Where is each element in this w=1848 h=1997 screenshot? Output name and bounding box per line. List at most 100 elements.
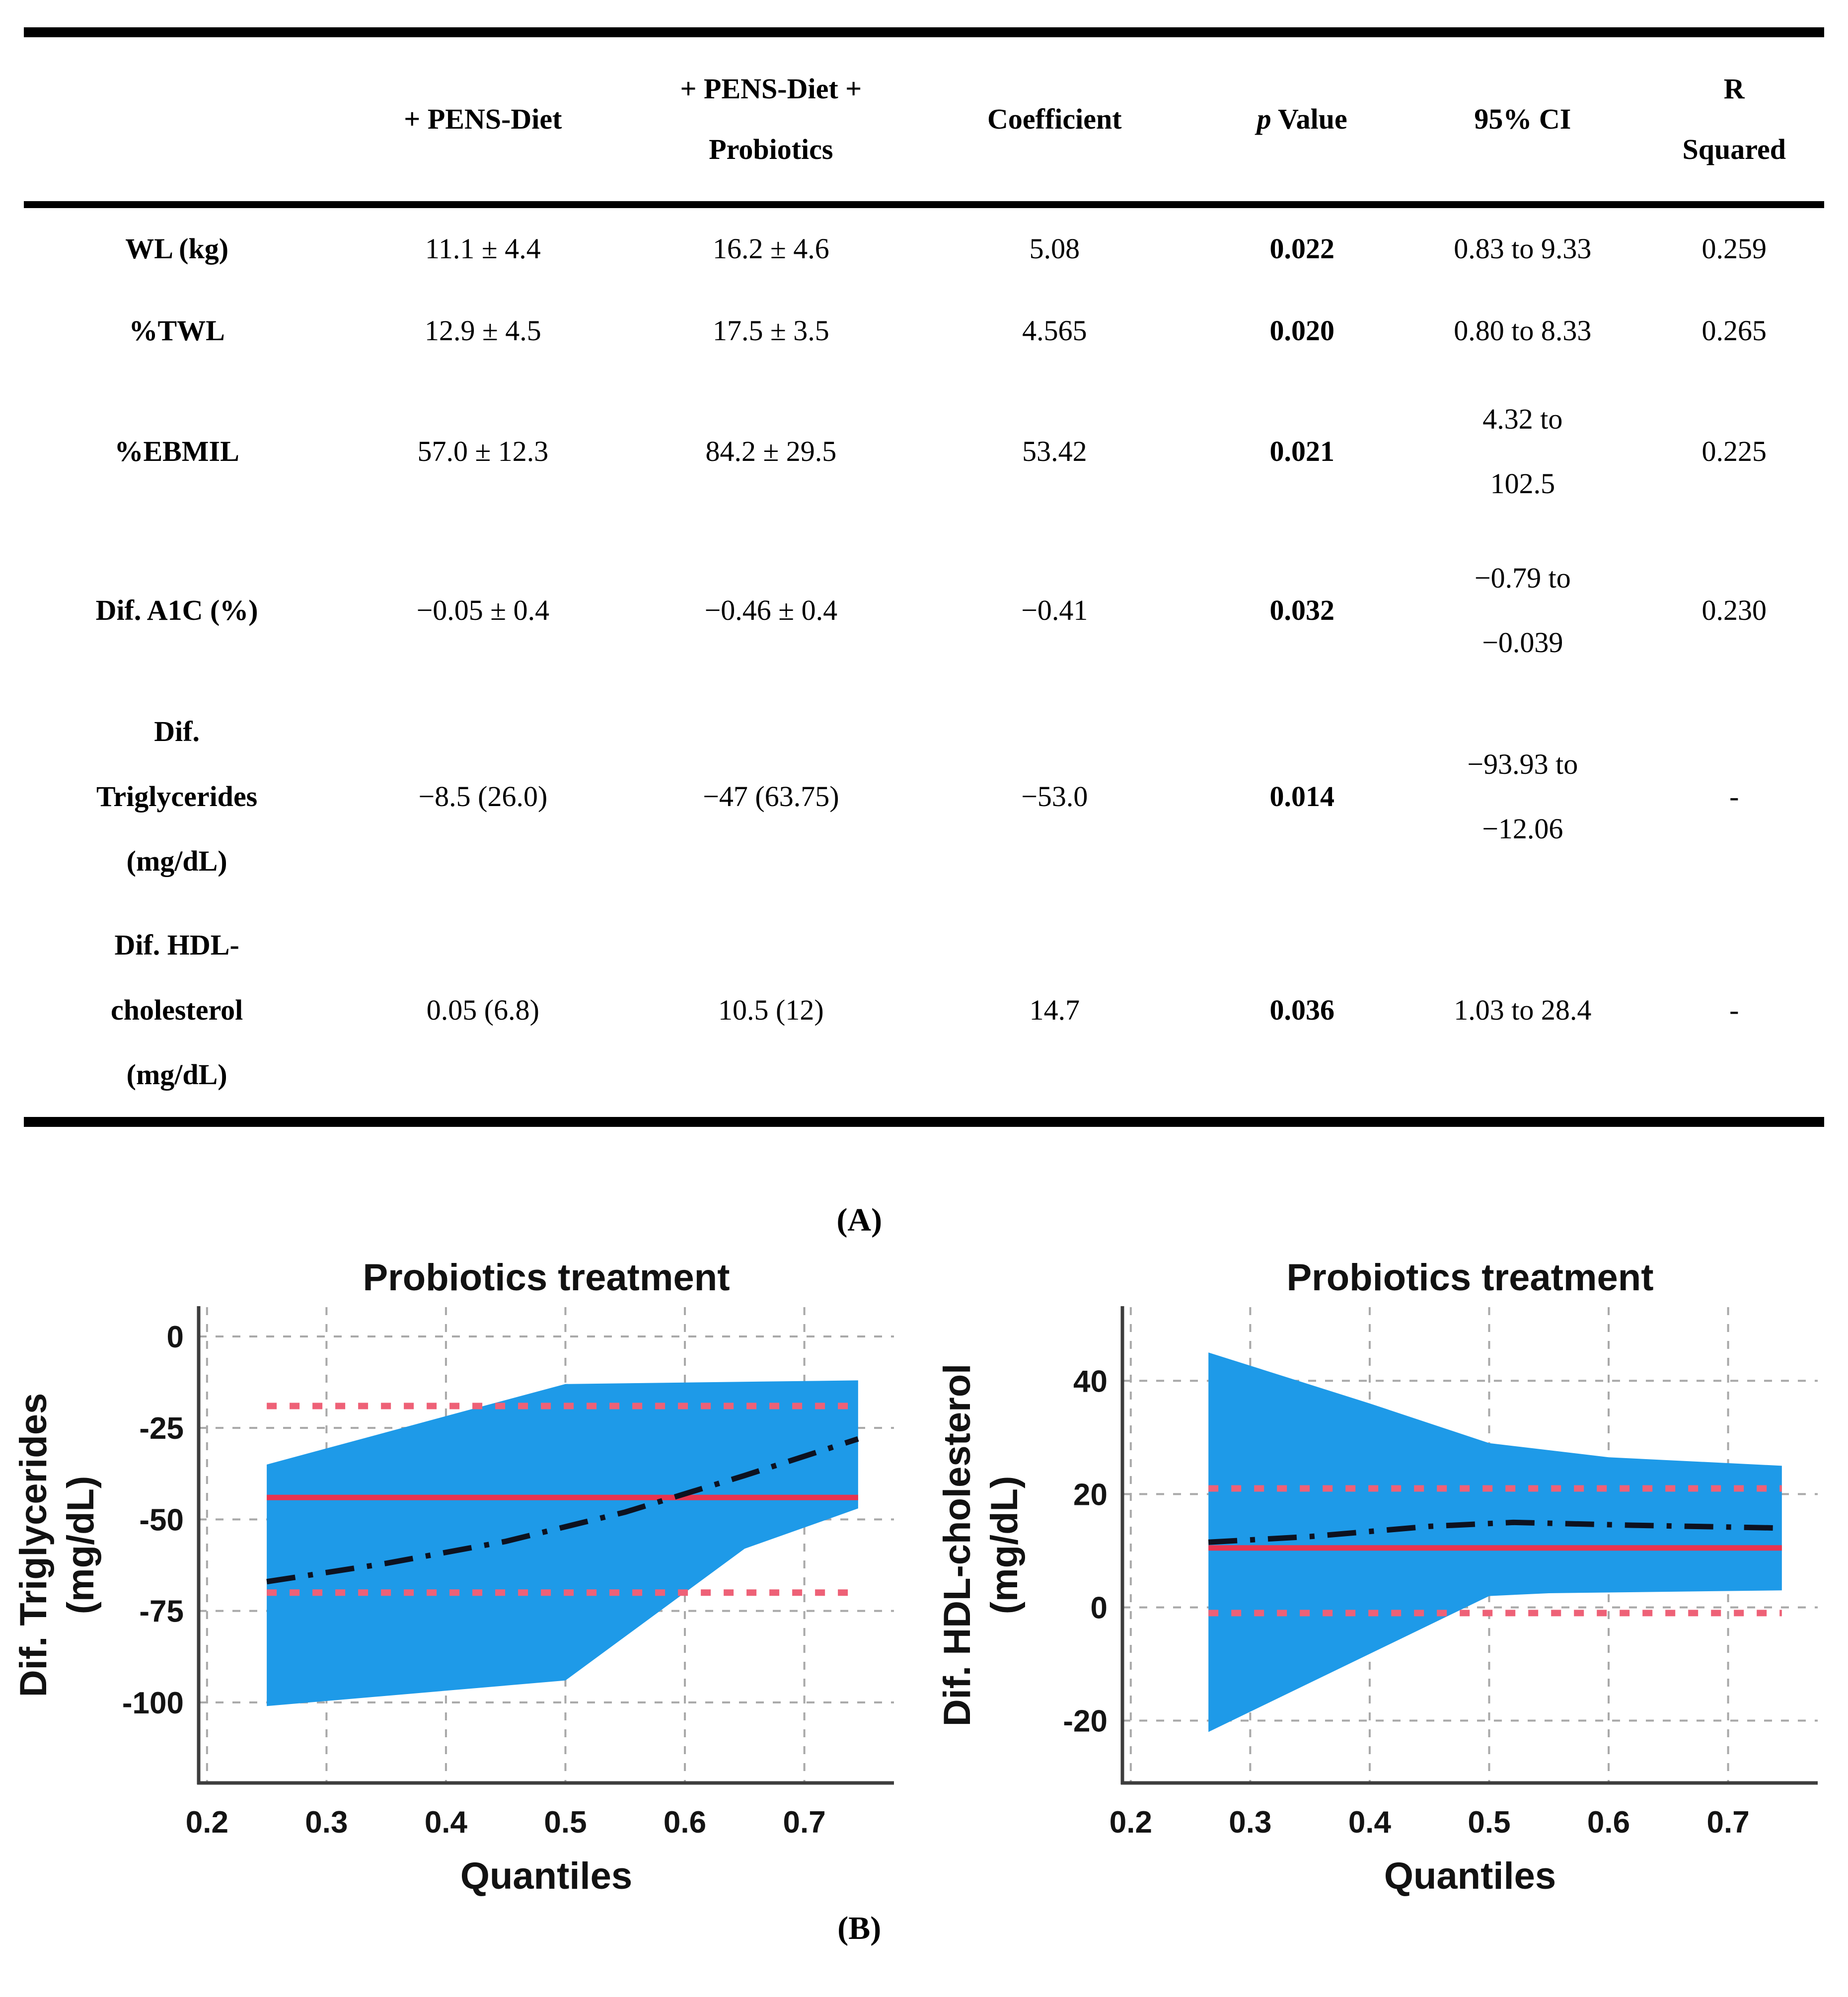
table-row: %TWL 12.9 ± 4.5 17.5 ± 3.5 4.565 0.020 0.80 t… [24,290,1824,372]
y-axis-label-line1: Dif. Triglycerides [12,1393,55,1697]
p-rest: Value [1278,103,1347,136]
table-row: %EBMIL 57.0 ± 12.3 84.2 ± 29.5 53.42 0.021 4.… [24,372,1824,531]
table-row: Dif. Triglycerides (mg/dL) −8.5 (26.0) −47 (… [24,690,1824,903]
table-row: WL (kg) 11.1 ± 4.4 16.2 ± 4.6 5.08 0.022 0.83… [24,205,1824,290]
col-header-empty [24,32,330,205]
value-pens-diet: 12.9 ± 4.5 [424,314,541,347]
chart-triglycerides: Probiotics treatment Dif. Triglycerides … [0,1254,924,1897]
row-label: %TWL [129,314,225,347]
row-label: WL (kg) [125,232,229,265]
col-header-95ci: 95% CI [1474,103,1571,136]
value-coefficient: 53.42 [1022,435,1087,467]
header-row: + PENS-Diet + PENS-Diet + Probiotics Coe… [24,32,1824,205]
x-tick-label: 0.7 [783,1805,825,1840]
plot-area: 0.2 0.3 0.4 0.5 0.6 0.7 0 -25 -50 -75 -100 [114,1301,924,1855]
col-header-line2: Probiotics [709,133,833,165]
chart-body: Dif. Triglycerides (mg/dL) 0.2 0.3 0.4 0.5 0… [0,1301,924,1855]
x-tick-label: 0.5 [1468,1805,1510,1840]
y-axis-label-wrap: Dif. Triglycerides (mg/dL) [0,1301,114,1855]
quantile-plot: 0.2 0.3 0.4 0.5 0.6 0.7 0 -25 -50 -75 -100 [122,1306,894,1840]
value-pens-diet-probiotics: −0.46 ± 0.4 [704,593,838,626]
value-r-squared: 0.225 [1701,435,1767,467]
value-p: 0.020 [1269,314,1335,347]
chart-title: Probiotics treatment [1286,1257,1654,1299]
results-table-header: + PENS-Diet + PENS-Diet + Probiotics Coe… [24,32,1824,205]
chart-hdl-cholesterol: Probiotics treatment Dif. HDL-cholestero… [924,1254,1848,1897]
value-p: 0.036 [1269,993,1335,1026]
quantile-coefficient-line [1208,1519,1782,1545]
figure-page: + PENS-Diet + PENS-Diet + Probiotics Coe… [0,27,1848,1997]
confidence-band [1208,1352,1782,1732]
panel-b-label: (B) [837,1910,882,1946]
value-r-squared: - [1729,780,1739,813]
p-italic: p [1257,103,1271,136]
y-axis-label: Dif. HDL-cholesterol (mg/dL) [934,1363,1028,1726]
row-label: Dif. Triglycerides (mg/dL) [96,715,258,878]
y-axis-label-line2: (mg/dL) [60,1476,102,1614]
value-coefficient: 14.7 [1029,993,1080,1026]
y-axis-label: Dif. Triglycerides (mg/dL) [10,1393,104,1697]
col-header-p-value: p Value [1203,32,1401,205]
value-coefficient: −53.0 [1021,780,1088,813]
row-label: Dif. A1C (%) [95,593,258,626]
value-r-squared: 0.265 [1701,314,1767,347]
value-pens-diet-probiotics: 84.2 ± 29.5 [705,435,837,467]
chart-body: Dif. HDL-cholesterol (mg/dL) 0.2 0.3 0.4 0.… [924,1301,1848,1855]
x-tick-label: 0.3 [1229,1805,1271,1840]
value-pens-diet: 57.0 ± 12.3 [417,435,549,467]
value-r-squared: 0.259 [1701,232,1767,265]
row-label: Dif. HDL-cholesterol (mg/dL) [110,929,243,1091]
chart-title: Probiotics treatment [363,1257,730,1299]
value-95ci: 0.80 to 8.33 [1454,314,1592,347]
x-tick-label: 0.3 [305,1805,348,1840]
row-label: %EBMIL [114,435,239,467]
x-tick-label: 0.4 [1348,1805,1392,1840]
x-tick-label: 0.6 [1587,1805,1630,1840]
x-tick-label: 0.5 [544,1805,587,1840]
col-header-coefficient: Coefficient [987,103,1122,136]
y-tick-label: -25 [139,1411,184,1446]
value-95ci: −93.93 to −12.06 [1467,747,1578,845]
plot-area: 0.2 0.3 0.4 0.5 0.6 0.7 40 20 0 -20 [1038,1301,1848,1855]
value-pens-diet-probiotics: 17.5 ± 3.5 [712,314,829,347]
x-axis-label: Quantiles [1384,1855,1556,1897]
col-header-pens-diet: + PENS-Diet [404,103,562,136]
value-p: 0.021 [1269,435,1335,467]
y-tick-label: 20 [1073,1478,1108,1512]
value-coefficient: 4.565 [1022,314,1087,347]
table-row: Dif. HDL-cholesterol (mg/dL) 0.05 (6.8) 10.… [24,903,1824,1122]
y-tick-label: 0 [167,1320,184,1354]
value-95ci: 4.32 to 102.5 [1482,402,1563,500]
value-95ci: 0.83 to 9.33 [1454,232,1592,265]
value-pens-diet: −8.5 (26.0) [418,780,548,813]
y-axis-label-line1: Dif. HDL-cholesterol [936,1363,978,1726]
col-header-r-squared: R Squared [1644,32,1825,205]
y-axis-label-line2: (mg/dL) [983,1476,1026,1614]
y-tick-label: 0 [1091,1591,1108,1625]
value-95ci: 1.03 to 28.4 [1454,993,1592,1026]
x-tick-label: 0.2 [186,1805,228,1840]
value-pens-diet-probiotics: −47 (63.75) [703,780,839,813]
charts-row: Probiotics treatment Dif. Triglycerides … [0,1254,1848,1897]
value-r-squared: 0.230 [1701,593,1767,626]
x-tick-label: 0.4 [425,1805,468,1840]
results-table-body: WL (kg) 11.1 ± 4.4 16.2 ± 4.6 5.08 0.022 0.83… [24,205,1824,1122]
results-table: + PENS-Diet + PENS-Diet + Probiotics Coe… [24,27,1824,1127]
x-tick-label: 0.2 [1109,1805,1152,1840]
y-tick-label: -100 [122,1686,184,1720]
value-p: 0.032 [1269,593,1335,626]
value-pens-diet: −0.05 ± 0.4 [416,593,550,626]
x-tick-label: 0.6 [664,1805,706,1840]
value-pens-diet-probiotics: 10.5 (12) [718,993,824,1026]
value-pens-diet: 0.05 (6.8) [426,993,539,1026]
quantile-plot: 0.2 0.3 0.4 0.5 0.6 0.7 40 20 0 -20 [1063,1306,1818,1840]
value-95ci: −0.79 to −0.039 [1474,561,1571,659]
panel-a-label: (A) [836,1202,883,1238]
value-pens-diet: 11.1 ± 4.4 [425,232,541,265]
y-axis-label-wrap: Dif. HDL-cholesterol (mg/dL) [924,1301,1038,1855]
y-tick-label: -20 [1063,1704,1108,1739]
results-table-wrap: + PENS-Diet + PENS-Diet + Probiotics Coe… [24,27,1824,1127]
confidence-band [267,1380,858,1706]
y-tick-label: 40 [1073,1364,1108,1399]
value-p: 0.022 [1269,232,1335,265]
